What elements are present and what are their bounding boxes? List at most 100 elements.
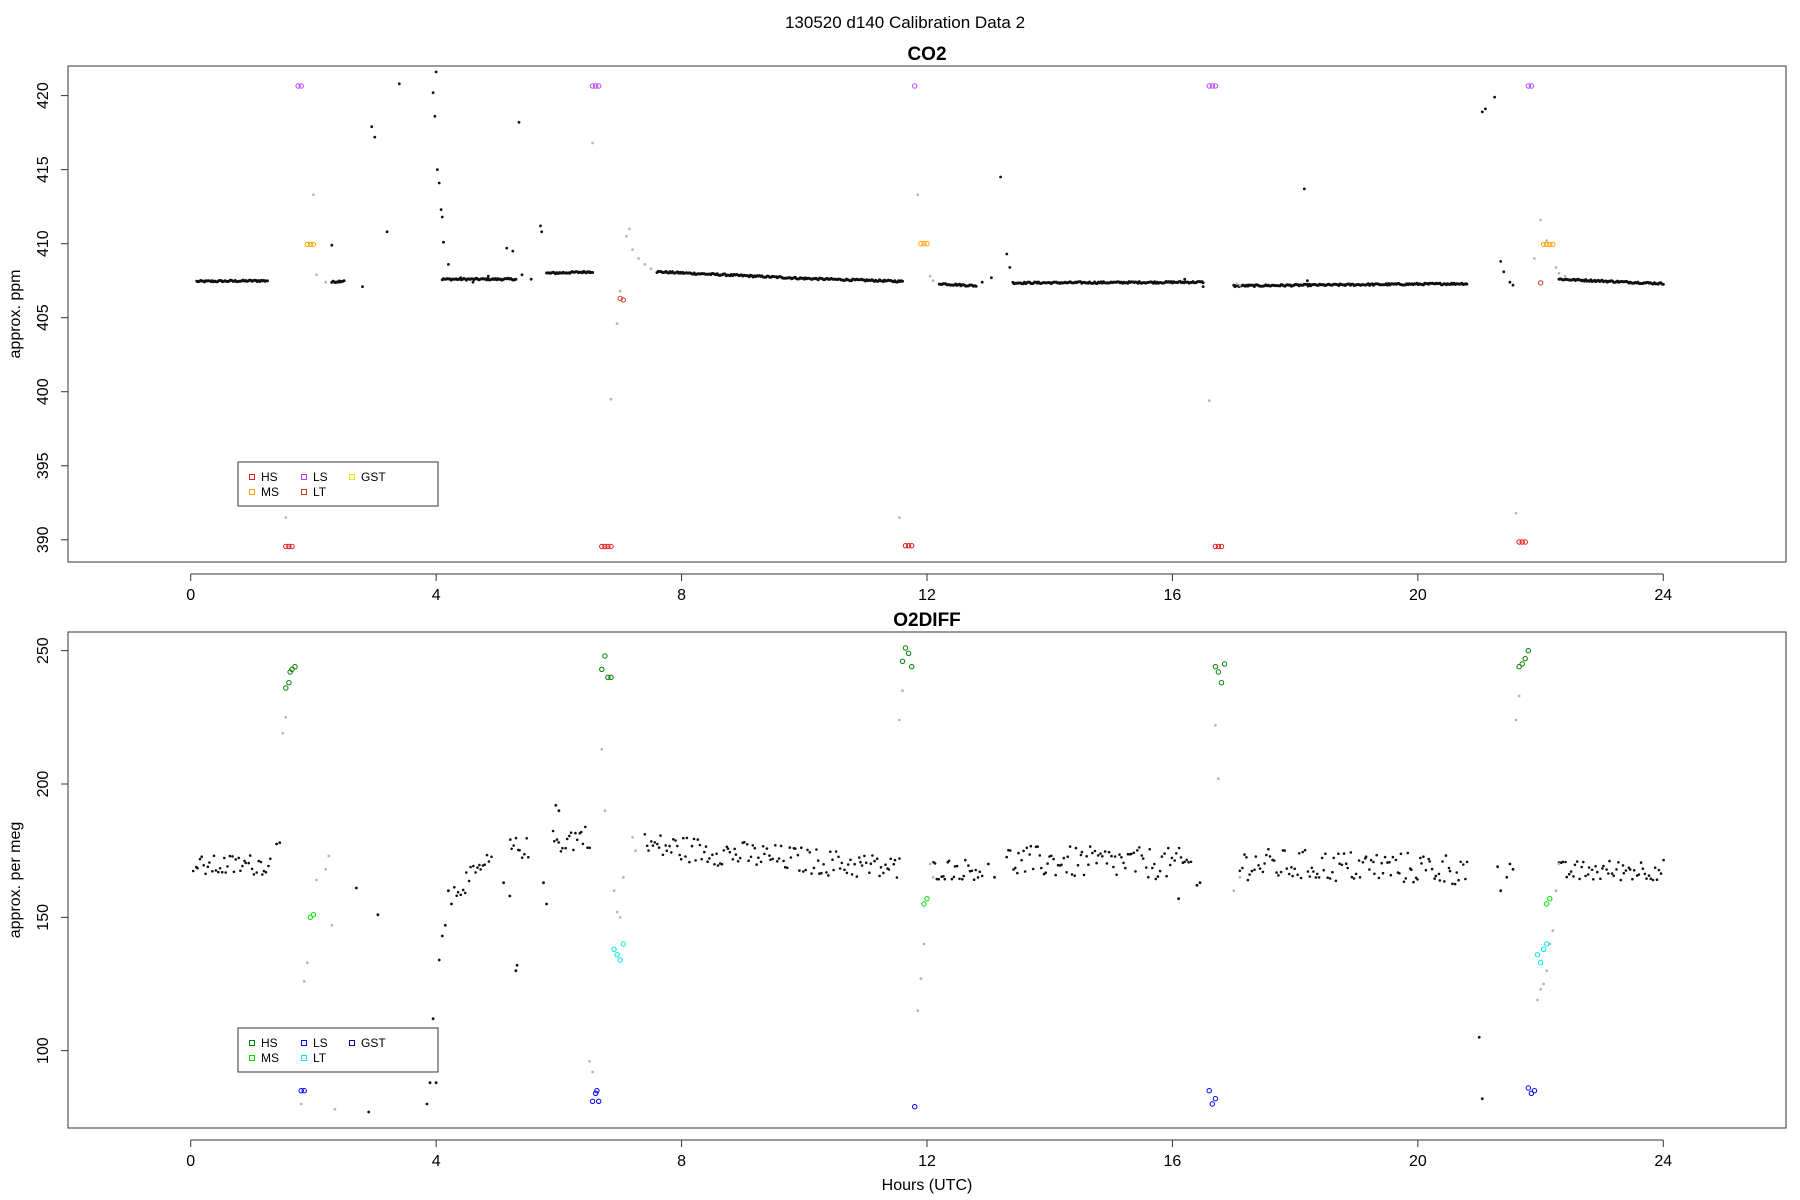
panel-co2: CO2 0 4 8 12 16 20 24 390 395 400 405 410 415 420 appro… bbox=[7, 44, 1787, 604]
cal-point-hs bbox=[1218, 680, 1225, 686]
x-tick-label: 16 bbox=[1164, 1153, 1182, 1170]
y-tick-label: 100 bbox=[35, 1037, 52, 1064]
data-point bbox=[831, 858, 834, 861]
data-point bbox=[1258, 867, 1262, 870]
data-point bbox=[479, 868, 482, 871]
data-point bbox=[676, 844, 679, 848]
data-point bbox=[1594, 865, 1597, 868]
flushing-point bbox=[1539, 218, 1542, 222]
data-point bbox=[1087, 863, 1090, 866]
data-point bbox=[696, 838, 700, 841]
data-point bbox=[1008, 266, 1012, 269]
flushing-point bbox=[1557, 862, 1561, 866]
flushing-point bbox=[1536, 998, 1539, 1002]
data-point bbox=[1189, 860, 1193, 864]
data-point bbox=[1126, 852, 1130, 856]
data-point bbox=[1662, 858, 1665, 862]
data-point bbox=[1380, 861, 1383, 865]
cal-point-hs bbox=[1516, 664, 1522, 670]
flushing-point bbox=[919, 977, 923, 981]
flushing-point bbox=[1557, 271, 1561, 275]
data-point bbox=[869, 862, 873, 865]
cal-point-ls bbox=[1531, 1088, 1538, 1094]
data-point bbox=[976, 876, 980, 879]
data-point bbox=[878, 874, 881, 878]
data-point bbox=[1404, 877, 1408, 880]
data-point bbox=[278, 841, 282, 845]
data-point bbox=[690, 844, 694, 848]
data-point bbox=[1508, 280, 1512, 284]
data-point bbox=[1657, 868, 1661, 872]
data-point bbox=[1253, 868, 1256, 872]
data-point bbox=[980, 874, 984, 878]
data-point bbox=[1118, 853, 1121, 856]
data-point bbox=[211, 870, 214, 873]
flushing-point bbox=[1207, 399, 1211, 402]
data-point bbox=[757, 856, 760, 859]
flushing-point bbox=[1545, 239, 1549, 243]
data-point bbox=[1093, 849, 1097, 853]
cal-point-hs bbox=[286, 680, 292, 686]
data-point bbox=[720, 862, 724, 866]
data-point bbox=[244, 861, 247, 865]
flushing-point bbox=[591, 141, 594, 145]
data-point bbox=[514, 969, 518, 973]
flushing-point bbox=[1539, 987, 1542, 991]
data-point bbox=[1158, 869, 1162, 873]
data-point bbox=[1168, 863, 1172, 867]
data-point bbox=[1246, 878, 1250, 882]
cal-point-ls bbox=[596, 83, 602, 89]
data-point bbox=[1624, 869, 1628, 872]
cal-point-ls bbox=[298, 1088, 304, 1094]
data-point bbox=[234, 858, 237, 861]
data-point bbox=[1050, 854, 1053, 858]
data-point bbox=[1368, 868, 1371, 871]
legend-swatch bbox=[249, 1055, 255, 1061]
y-axis-label: approx. per meg bbox=[7, 822, 24, 939]
data-point bbox=[208, 861, 211, 864]
data-point bbox=[1302, 187, 1306, 191]
data-point bbox=[1605, 868, 1608, 871]
data-point bbox=[650, 840, 653, 843]
data-point bbox=[1615, 868, 1618, 871]
data-point bbox=[1275, 871, 1278, 874]
data-point bbox=[1441, 860, 1444, 863]
data-point bbox=[711, 853, 714, 857]
data-point bbox=[1344, 862, 1348, 865]
data-point bbox=[1584, 874, 1587, 878]
data-point bbox=[459, 276, 463, 280]
data-point bbox=[212, 854, 216, 858]
data-point bbox=[1023, 870, 1027, 873]
data-point bbox=[1508, 862, 1512, 866]
data-point bbox=[269, 857, 272, 860]
flushing-point bbox=[324, 867, 328, 871]
data-point bbox=[502, 881, 505, 885]
flushing-point bbox=[302, 979, 306, 983]
data-point bbox=[661, 853, 665, 857]
cal-point-lt bbox=[620, 297, 626, 303]
legend-box bbox=[237, 461, 439, 507]
data-point bbox=[937, 877, 940, 881]
data-point bbox=[706, 860, 709, 863]
data-point bbox=[999, 175, 1002, 179]
data-point bbox=[1267, 847, 1270, 851]
data-point bbox=[1430, 867, 1434, 871]
data-point bbox=[1586, 873, 1590, 876]
data-point bbox=[1453, 882, 1457, 886]
cal-point-lt bbox=[614, 952, 620, 958]
data-point bbox=[777, 857, 781, 860]
flushing-point bbox=[631, 835, 634, 839]
data-point bbox=[561, 846, 564, 850]
data-point bbox=[1070, 873, 1074, 876]
data-point bbox=[478, 863, 481, 867]
data-point bbox=[1079, 853, 1083, 857]
data-point bbox=[1091, 851, 1094, 855]
flushing-point bbox=[1214, 723, 1217, 727]
data-point bbox=[970, 869, 974, 873]
data-point bbox=[584, 825, 587, 829]
data-point bbox=[565, 837, 569, 841]
data-point bbox=[846, 863, 850, 866]
data-point bbox=[557, 841, 560, 844]
cal-point-lt bbox=[1544, 941, 1550, 947]
data-point bbox=[879, 866, 883, 869]
